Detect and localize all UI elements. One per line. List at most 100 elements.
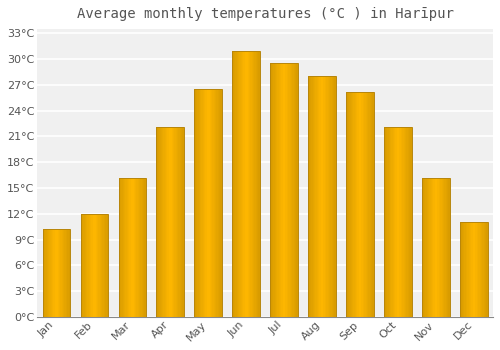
Bar <box>370 92 371 317</box>
Bar <box>58 229 59 317</box>
Bar <box>426 178 428 317</box>
Bar <box>390 127 392 317</box>
Bar <box>311 76 312 317</box>
Bar <box>468 222 470 317</box>
Bar <box>96 214 97 317</box>
Bar <box>121 178 123 317</box>
Bar <box>429 178 431 317</box>
Bar <box>88 214 90 317</box>
Bar <box>176 127 177 317</box>
Bar <box>62 229 63 317</box>
Bar <box>358 92 360 317</box>
Bar <box>472 222 474 317</box>
Bar <box>292 63 294 317</box>
Bar <box>211 89 212 317</box>
Bar <box>250 50 252 317</box>
Bar <box>135 178 136 317</box>
Bar <box>118 178 120 317</box>
Bar <box>248 50 249 317</box>
Bar <box>216 89 218 317</box>
Bar <box>100 214 101 317</box>
Bar <box>210 89 211 317</box>
Bar <box>67 229 68 317</box>
Bar <box>48 229 50 317</box>
Bar <box>325 76 326 317</box>
Bar <box>278 63 279 317</box>
Bar <box>448 178 450 317</box>
Bar <box>398 127 400 317</box>
Bar <box>446 178 447 317</box>
Bar <box>472 222 473 317</box>
Bar <box>447 178 448 317</box>
Bar <box>134 178 135 317</box>
Bar <box>88 214 89 317</box>
Bar <box>80 214 82 317</box>
Bar <box>246 50 248 317</box>
Bar <box>334 76 336 317</box>
Bar <box>174 127 176 317</box>
Bar <box>276 63 278 317</box>
Bar <box>404 127 405 317</box>
Bar <box>438 178 439 317</box>
Bar <box>401 127 402 317</box>
Bar <box>138 178 139 317</box>
Bar <box>396 127 398 317</box>
Bar <box>288 63 290 317</box>
Bar <box>194 89 196 317</box>
Bar <box>439 178 440 317</box>
Bar <box>238 50 240 317</box>
Bar <box>324 76 325 317</box>
Bar <box>84 214 85 317</box>
Bar <box>202 89 203 317</box>
Bar <box>97 214 98 317</box>
Bar <box>283 63 284 317</box>
Bar <box>371 92 372 317</box>
Bar <box>346 92 374 317</box>
Bar <box>474 222 476 317</box>
Bar <box>480 222 481 317</box>
Bar <box>330 76 332 317</box>
Bar <box>215 89 216 317</box>
Bar <box>208 89 210 317</box>
Bar <box>256 50 258 317</box>
Bar <box>422 178 450 317</box>
Bar <box>463 222 464 317</box>
Bar <box>372 92 374 317</box>
Bar <box>485 222 486 317</box>
Bar <box>232 50 234 317</box>
Bar <box>101 214 102 317</box>
Bar <box>464 222 466 317</box>
Bar <box>320 76 321 317</box>
Bar <box>278 63 280 317</box>
Bar <box>405 127 406 317</box>
Bar <box>424 178 426 317</box>
Bar <box>136 178 138 317</box>
Bar <box>178 127 180 317</box>
Bar <box>245 50 246 317</box>
Bar <box>236 50 238 317</box>
Bar <box>130 178 131 317</box>
Bar <box>242 50 244 317</box>
Bar <box>244 50 245 317</box>
Bar <box>80 214 108 317</box>
Bar <box>482 222 484 317</box>
Bar <box>428 178 430 317</box>
Bar <box>204 89 206 317</box>
Bar <box>352 92 354 317</box>
Bar <box>164 127 165 317</box>
Bar <box>384 127 412 317</box>
Bar <box>156 127 158 317</box>
Bar <box>406 127 408 317</box>
Bar <box>478 222 480 317</box>
Bar <box>410 127 412 317</box>
Bar <box>158 127 160 317</box>
Bar <box>249 50 250 317</box>
Bar <box>92 214 93 317</box>
Bar <box>68 229 70 317</box>
Bar <box>362 92 363 317</box>
Bar <box>392 127 394 317</box>
Bar <box>63 229 64 317</box>
Bar <box>356 92 358 317</box>
Bar <box>196 89 198 317</box>
Bar <box>86 214 88 317</box>
